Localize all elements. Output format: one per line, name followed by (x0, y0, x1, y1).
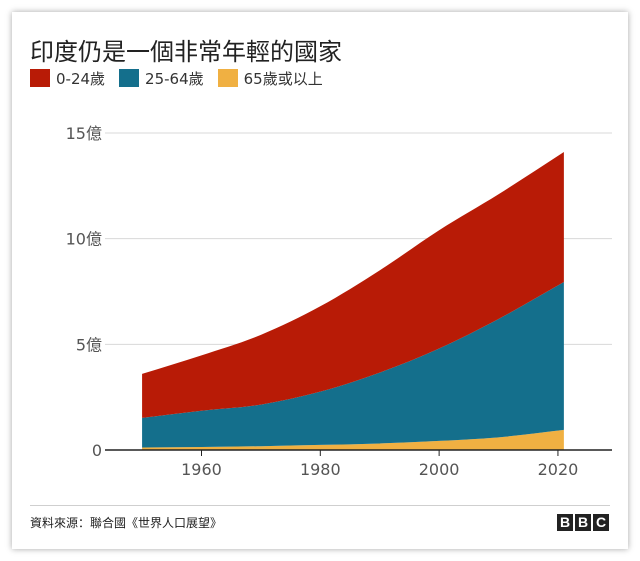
footer-divider (30, 505, 610, 506)
legend: 0-24歲 25-64歲 65歲或以上 (30, 68, 337, 88)
bbc-logo: B B C (555, 514, 609, 531)
legend-item-0-24: 0-24歲 (30, 68, 105, 89)
y-tick-label: 15億 (66, 124, 102, 143)
legend-item-65-plus: 65歲或以上 (217, 68, 323, 89)
legend-label-25-64: 25-64歲 (145, 69, 204, 88)
x-tick-label: 1980 (300, 460, 341, 479)
x-tick-label: 2020 (538, 460, 579, 479)
bbc-logo-letter: B (557, 514, 573, 531)
legend-label-0-24: 0-24歲 (56, 69, 106, 88)
legend-swatch-65-plus (217, 69, 238, 87)
legend-swatch-0-24 (30, 69, 50, 87)
x-tick-label: 1960 (181, 460, 222, 479)
area-series-024 (142, 152, 564, 418)
y-tick-label: 5億 (76, 335, 102, 354)
bbc-logo-letter: B (575, 514, 591, 531)
legend-swatch-25-64 (119, 69, 140, 87)
source-note: 資料來源：聯合國《世界人口展望》 (30, 516, 223, 530)
legend-label-65-plus: 65歲或以上 (243, 69, 323, 88)
area-series-2564 (142, 281, 564, 448)
x-tick-label: 2000 (419, 460, 460, 479)
y-tick-label: 0 (92, 441, 102, 460)
bbc-logo-letter: C (593, 514, 609, 531)
y-tick-label: 10億 (66, 230, 102, 249)
legend-item-25-64: 25-64歲 (119, 68, 204, 89)
area-series-65 (142, 429, 564, 450)
chart-title: 印度仍是一個非常年輕的國家 (30, 38, 342, 66)
